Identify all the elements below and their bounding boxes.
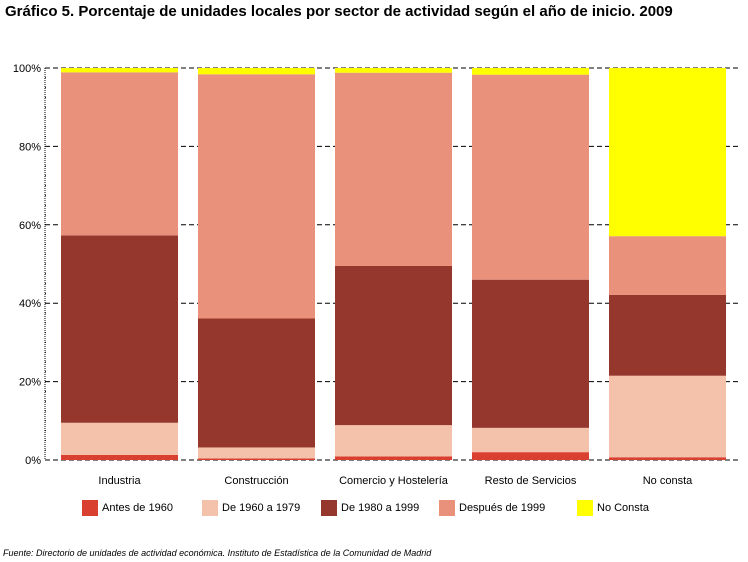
- chart-title: Gráfico 5. Porcentaje de unidades locale…: [5, 3, 673, 20]
- bar-segment: [198, 318, 315, 448]
- bar-segment: [472, 452, 589, 460]
- bar-segment: [335, 456, 452, 460]
- legend: Antes de 1960 De 1960 a 1979 De 1980 a 199…: [82, 499, 682, 519]
- x-tick-label: Industria: [98, 475, 141, 487]
- x-axis-labels: Industria Construcción Comercio y Hosteler…: [98, 475, 693, 487]
- bar-segment: [472, 427, 589, 453]
- source-note: Fuente: Directorio de unidades de activi…: [3, 548, 432, 558]
- legend-label: De 1980 a 1999: [341, 502, 420, 514]
- legend-swatch: [439, 500, 455, 516]
- legend-swatch: [321, 500, 337, 516]
- bar-segment: [472, 74, 589, 280]
- legend-label: De 1960 a 1979: [222, 502, 301, 514]
- bar-segment: [335, 425, 452, 457]
- bar-segment: [609, 236, 726, 295]
- bar-segment: [609, 294, 726, 376]
- legend-item: De 1980 a 1999: [321, 499, 419, 517]
- legend-item: No Consta: [577, 499, 649, 517]
- legend-label: No Consta: [597, 502, 649, 514]
- legend-item: Antes de 1960: [82, 499, 173, 517]
- legend-item: Después de 1999: [439, 499, 545, 517]
- bar-segment: [61, 454, 178, 460]
- legend-item: De 1960 a 1979: [202, 499, 300, 517]
- bar-segment: [198, 74, 315, 319]
- x-tick-label: Resto de Servicios: [485, 475, 577, 487]
- x-tick-label: Construcción: [224, 475, 288, 487]
- x-tick-label: Comercio y Hostelería: [339, 475, 449, 487]
- bar-segment: [198, 447, 315, 459]
- bar-segment: [609, 375, 726, 458]
- bar-segment: [335, 72, 452, 266]
- x-tick-label: No consta: [643, 475, 693, 487]
- bar-segment: [198, 458, 315, 460]
- y-tick-label: 40%: [19, 298, 41, 310]
- bar-segment: [61, 422, 178, 455]
- y-tick-label: 20%: [19, 377, 41, 389]
- bar-segment: [61, 68, 178, 73]
- bar-segment: [472, 279, 589, 428]
- legend-swatch: [82, 500, 98, 516]
- bar-segment: [335, 265, 452, 426]
- bar-segment: [472, 68, 589, 75]
- legend-swatch: [577, 500, 593, 516]
- y-tick-label: 100%: [13, 63, 41, 75]
- bar-segment: [61, 235, 178, 423]
- legend-label: Antes de 1960: [102, 502, 173, 514]
- y-axis: 0% 20% 40% 60% 80% 100%: [13, 63, 46, 467]
- bar-segment: [609, 68, 726, 237]
- y-tick-label: 80%: [19, 141, 41, 153]
- bar-segment: [609, 457, 726, 460]
- bar-segment: [198, 68, 315, 75]
- legend-swatch: [202, 500, 218, 516]
- bars: [61, 68, 726, 460]
- bar-segment: [61, 72, 178, 236]
- y-tick-label: 0%: [25, 455, 41, 467]
- legend-label: Después de 1999: [459, 502, 546, 514]
- y-tick-label: 60%: [19, 220, 41, 232]
- bar-segment: [335, 68, 452, 73]
